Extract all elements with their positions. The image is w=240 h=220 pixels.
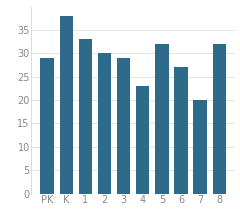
Bar <box>60 16 73 194</box>
Bar <box>213 44 226 194</box>
Bar <box>174 67 188 194</box>
Bar <box>79 39 92 194</box>
Bar <box>136 86 150 194</box>
Bar <box>193 100 207 194</box>
Bar <box>155 44 168 194</box>
Bar <box>117 58 130 194</box>
Bar <box>41 58 54 194</box>
Bar <box>98 53 111 194</box>
